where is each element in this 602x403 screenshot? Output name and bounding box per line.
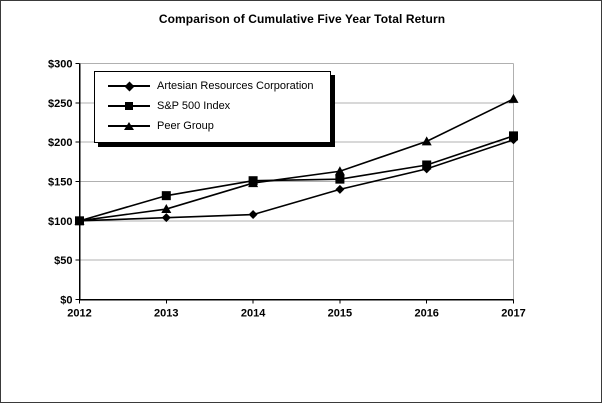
triangle-marker (508, 93, 519, 103)
x-axis-label: 2012 (67, 308, 91, 320)
triangle-series-swatch (108, 120, 152, 132)
y-axis-label: $0 (60, 295, 72, 307)
legend-item-peer-group: Peer Group (108, 117, 326, 135)
square-marker (509, 131, 518, 141)
diamond-series-swatch (108, 80, 152, 92)
x-axis-label: 2014 (241, 308, 266, 320)
legend-label: Artesian Resources Corporation (157, 80, 314, 92)
diamond-marker (161, 213, 171, 223)
square-marker-icon (125, 102, 133, 110)
square-marker (335, 174, 345, 184)
diamond-marker (335, 184, 345, 194)
y-axis-label: $200 (48, 137, 72, 149)
diamond-marker (248, 210, 258, 220)
series-line-2 (79, 98, 514, 222)
x-axis-label: 2016 (414, 308, 438, 320)
legend: Artesian Resources Corporation S&P 500 I… (94, 71, 331, 143)
y-axis-label: $250 (48, 98, 72, 110)
y-axis-label: $150 (48, 177, 72, 189)
legend-label: Peer Group (157, 120, 214, 132)
y-axis-label: $100 (48, 216, 72, 228)
triangle-marker (334, 166, 345, 176)
triangle-marker (421, 136, 432, 146)
square-series-swatch (108, 100, 152, 112)
legend-item-sp500: S&P 500 Index (108, 97, 326, 115)
chart-title: Comparison of Cumulative Five Year Total… (158, 12, 446, 26)
x-axis-label: 2017 (501, 308, 525, 320)
x-axis-label: 2015 (328, 308, 352, 320)
series-line-1 (79, 135, 514, 222)
triangle-marker (161, 204, 172, 214)
triangle-marker-icon (124, 122, 134, 130)
square-marker (161, 191, 171, 201)
legend-label: S&P 500 Index (157, 100, 231, 112)
series-line-0 (79, 139, 514, 222)
square-marker (248, 176, 258, 186)
y-axis-label: $300 (48, 59, 72, 71)
x-axis-label: 2013 (154, 308, 178, 320)
y-axis-label: $50 (54, 255, 72, 267)
square-marker (422, 160, 432, 170)
diamond-marker-icon (124, 81, 134, 91)
legend-item-artesian: Artesian Resources Corporation (108, 77, 326, 95)
